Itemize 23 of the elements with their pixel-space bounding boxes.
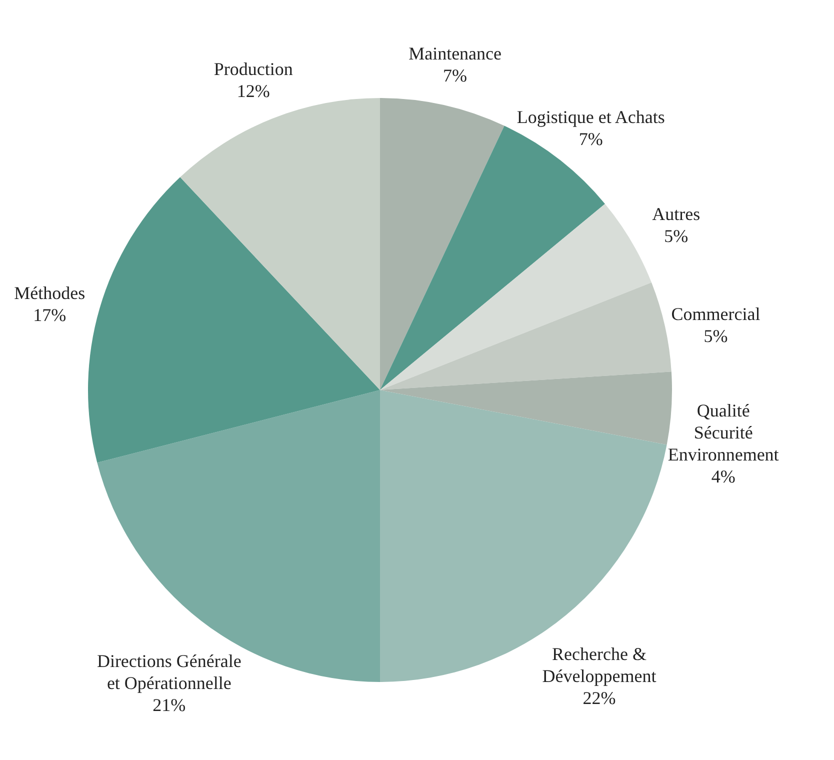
- slice-label: Production: [214, 59, 293, 80]
- data-label: 12%: [236, 81, 270, 102]
- data-label: 17%: [33, 305, 66, 326]
- slice-label: Logistique et Achats: [516, 107, 665, 128]
- pie-slice: [380, 98, 504, 390]
- slice-label: Directions Générale et Opérationnelle: [96, 650, 242, 693]
- data-label: 22%: [582, 688, 616, 708]
- slice-label: Recherche & Développement: [542, 644, 656, 686]
- data-label: 5%: [664, 226, 688, 246]
- pie-slice: [180, 98, 380, 390]
- pie-slice: [380, 372, 672, 445]
- data-label: 7%: [443, 65, 468, 86]
- data-label: 4%: [711, 466, 736, 487]
- data-label: 21%: [152, 694, 186, 715]
- slice-label: Autres: [652, 204, 700, 224]
- slice-label: Maintenance: [408, 43, 502, 64]
- slice-label: Qualité Sécurité Environnement: [668, 400, 779, 465]
- slice-label: Méthodes: [14, 283, 86, 304]
- pie-slice: [380, 282, 672, 390]
- pie-slice: [380, 204, 652, 390]
- slice-label: Commercial: [671, 304, 760, 324]
- data-label: 5%: [704, 326, 728, 346]
- data-label: 7%: [578, 129, 603, 150]
